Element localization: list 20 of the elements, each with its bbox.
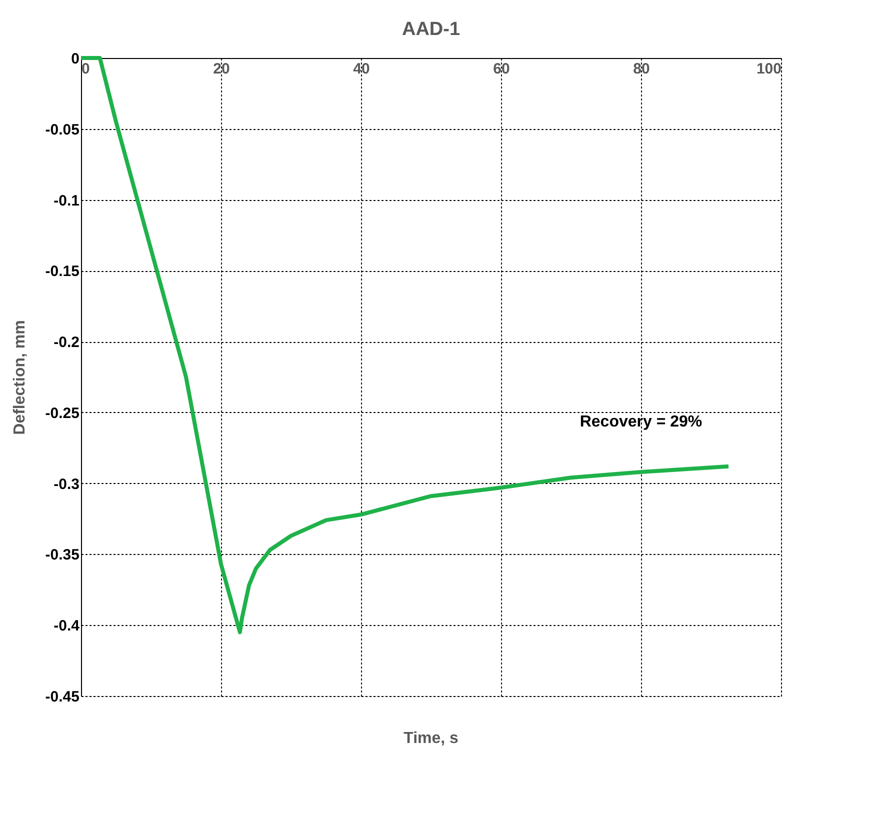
x-tick-label: 0 xyxy=(82,60,90,78)
line-series xyxy=(79,56,730,634)
y-tick-label: -0.15 xyxy=(45,263,80,280)
x-tick-label: 80 xyxy=(633,60,650,78)
y-tick-label: -0.05 xyxy=(45,121,80,138)
x-tick-label: 60 xyxy=(493,60,510,78)
annotation: Recovery = 29% xyxy=(580,414,702,431)
y-tick-label: -0.3 xyxy=(54,476,80,493)
x-tick-label: 40 xyxy=(353,60,370,78)
y-tick-label: -0.25 xyxy=(45,404,80,422)
x-tick-label: 20 xyxy=(213,60,230,78)
y-tick-label: -0.1 xyxy=(54,192,80,210)
y-axis-title: Deflection, mm xyxy=(11,320,28,435)
y-tick-label: -0.2 xyxy=(54,334,80,352)
x-tick-label: 100 xyxy=(756,60,782,78)
y-tick-label: -0.35 xyxy=(45,546,80,564)
y-tick-label: -0.4 xyxy=(54,618,80,635)
chart-title: AAD-1 xyxy=(402,19,460,40)
y-tick-label: -0.45 xyxy=(45,688,80,706)
x-axis-title: Time, s xyxy=(404,730,459,747)
